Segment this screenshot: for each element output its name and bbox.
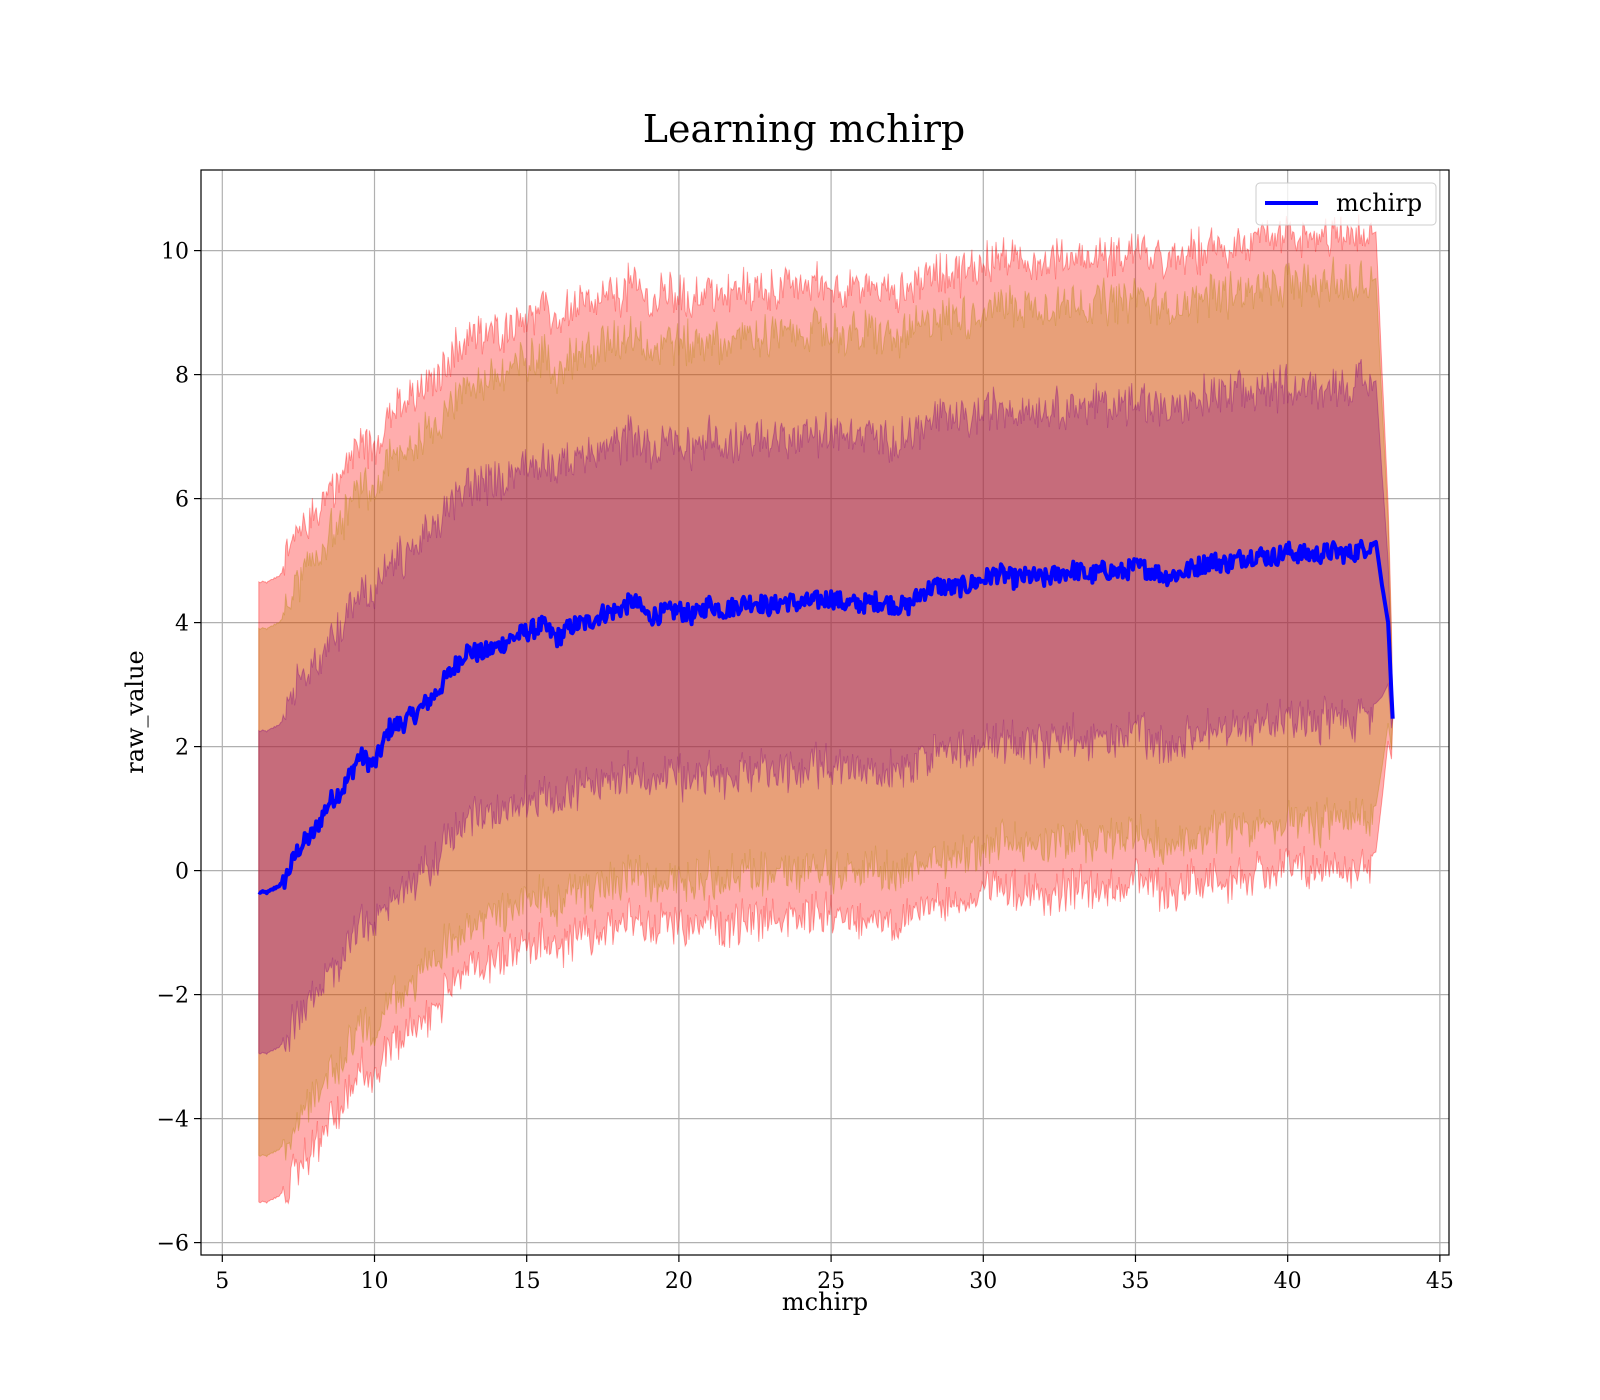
- y-tick-label: −4: [157, 1108, 189, 1133]
- band-inner: [258, 358, 1394, 1056]
- y-axis-label: raw_value: [121, 650, 149, 774]
- x-tick-label: 20: [665, 1269, 693, 1294]
- mean-line-layer: [257, 538, 1395, 896]
- x-tick-label: 40: [1274, 1269, 1302, 1294]
- y-tick-label: 6: [175, 488, 189, 513]
- y-tick-label: 4: [175, 612, 189, 637]
- y-tick-label: 8: [175, 364, 189, 389]
- x-axis-label: mchirp: [782, 1288, 868, 1316]
- legend-box: [1255, 182, 1437, 226]
- grid: [201, 170, 1449, 1255]
- band-outer: [258, 214, 1394, 1205]
- legend-label: mchirp: [1336, 189, 1422, 217]
- x-tick-label: 45: [1426, 1269, 1454, 1294]
- y-axis-ticks: −6 −4 −2 0 2 4 6 8 10: [157, 240, 201, 1257]
- y-tick-label: 10: [161, 240, 189, 265]
- mean-line: [257, 538, 1395, 896]
- x-axis-ticks: 5 10 15 20 25 30 35 40 45: [215, 1255, 1454, 1294]
- chart-title: Learning mchirp: [643, 107, 965, 151]
- legend: mchirp: [1255, 182, 1437, 226]
- y-tick-label: 2: [175, 736, 189, 761]
- y-tick-label: −2: [157, 984, 189, 1009]
- x-tick-label: 10: [361, 1269, 389, 1294]
- x-tick-label: 30: [969, 1269, 997, 1294]
- x-tick-label: 5: [215, 1269, 229, 1294]
- x-tick-label: 35: [1121, 1269, 1149, 1294]
- y-tick-label: 0: [175, 860, 189, 885]
- confidence-bands: [258, 214, 1394, 1205]
- y-tick-label: −6: [157, 1232, 189, 1257]
- plot-area-frame: [200, 169, 1450, 1256]
- band-middle: [258, 256, 1394, 1161]
- x-tick-label: 25: [817, 1269, 845, 1294]
- x-tick-label: 15: [513, 1269, 541, 1294]
